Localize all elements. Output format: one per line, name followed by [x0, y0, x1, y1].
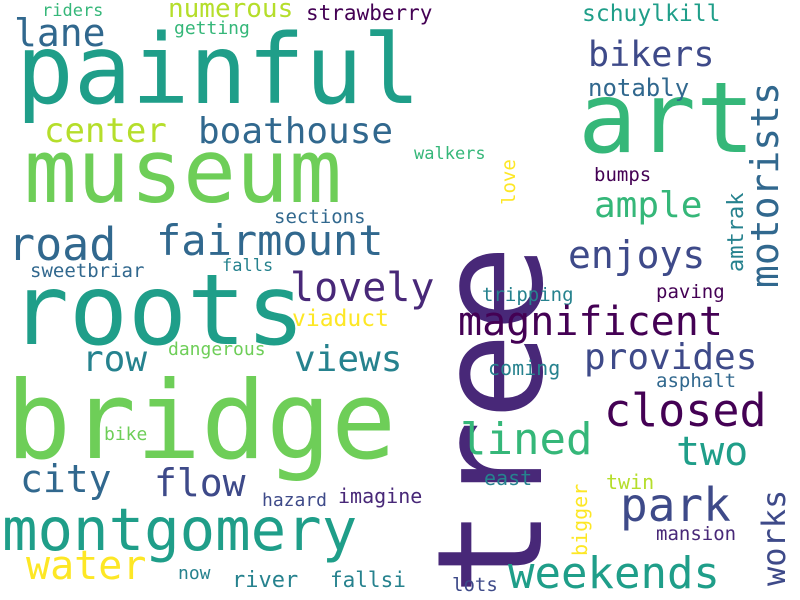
word-road: road: [8, 218, 117, 271]
word-city: city: [20, 457, 112, 501]
word-motorists: motorists: [743, 82, 787, 288]
word-hazard: hazard: [262, 490, 328, 511]
word-falls: falls: [222, 256, 274, 276]
word-viaduct: viaduct: [292, 306, 389, 332]
word-center: center: [44, 111, 167, 151]
word-weekends: weekends: [508, 548, 720, 599]
word-museum: museum: [24, 120, 342, 223]
word-boathouse: boathouse: [198, 111, 394, 152]
word-bike: bike: [104, 424, 148, 445]
word-enjoys: enjoys: [568, 233, 706, 277]
word-bumps: bumps: [594, 164, 652, 186]
word-tripping: tripping: [482, 284, 574, 306]
word-provides: provides: [584, 337, 758, 378]
word-imagine: imagine: [338, 484, 423, 508]
word-riders: riders: [42, 1, 104, 21]
word-mansion: mansion: [656, 523, 737, 545]
word-lane: lane: [14, 11, 106, 55]
word-schuylkill: schuylkill: [582, 1, 721, 27]
word-paving: paving: [656, 281, 725, 303]
word-views: views: [294, 339, 403, 380]
word-dangerous: dangerous: [168, 339, 266, 360]
word-love: love: [498, 159, 520, 205]
word-river: river: [232, 568, 299, 593]
word-fairmount: fairmount: [156, 216, 384, 265]
word-twin: twin: [606, 470, 655, 494]
word-east: east: [484, 466, 533, 490]
word-art: art: [578, 62, 756, 176]
word-getting: getting: [174, 18, 250, 39]
word-strawberry: strawberry: [306, 1, 433, 25]
word-works: works: [755, 489, 793, 586]
word-park: park: [620, 478, 731, 532]
word-flow: flow: [154, 461, 246, 505]
word-lovely: lovely: [290, 265, 435, 311]
word-now: now: [178, 563, 211, 584]
word-magnificent: magnificent: [458, 299, 723, 345]
word-row: row: [82, 339, 148, 380]
word-painful: painful: [16, 14, 421, 126]
word-bridge: bridge: [6, 359, 397, 484]
word-numerous: numerous: [168, 0, 294, 24]
word-closed: closed: [604, 384, 767, 437]
word-fallsi: fallsi: [330, 568, 406, 592]
word-sections: sections: [274, 206, 366, 228]
word-roots: roots: [10, 254, 306, 368]
word-notably: notably: [588, 74, 690, 102]
word-water: water: [26, 543, 147, 589]
word-sweetbriar: sweetbriar: [30, 260, 145, 282]
word-bigger: bigger: [568, 483, 592, 556]
word-lots: lots: [452, 574, 498, 596]
word-walkers: walkers: [414, 144, 486, 164]
word-amtrak: amtrak: [724, 192, 749, 272]
word-bikers: bikers: [588, 35, 715, 75]
word-ample: ample: [594, 185, 703, 226]
word-montgomery: montgomery: [2, 495, 358, 564]
word-two: two: [676, 429, 749, 475]
word-coming: coming: [488, 356, 561, 380]
word-lined: lined: [460, 414, 593, 465]
word-asphalt: asphalt: [656, 370, 737, 392]
